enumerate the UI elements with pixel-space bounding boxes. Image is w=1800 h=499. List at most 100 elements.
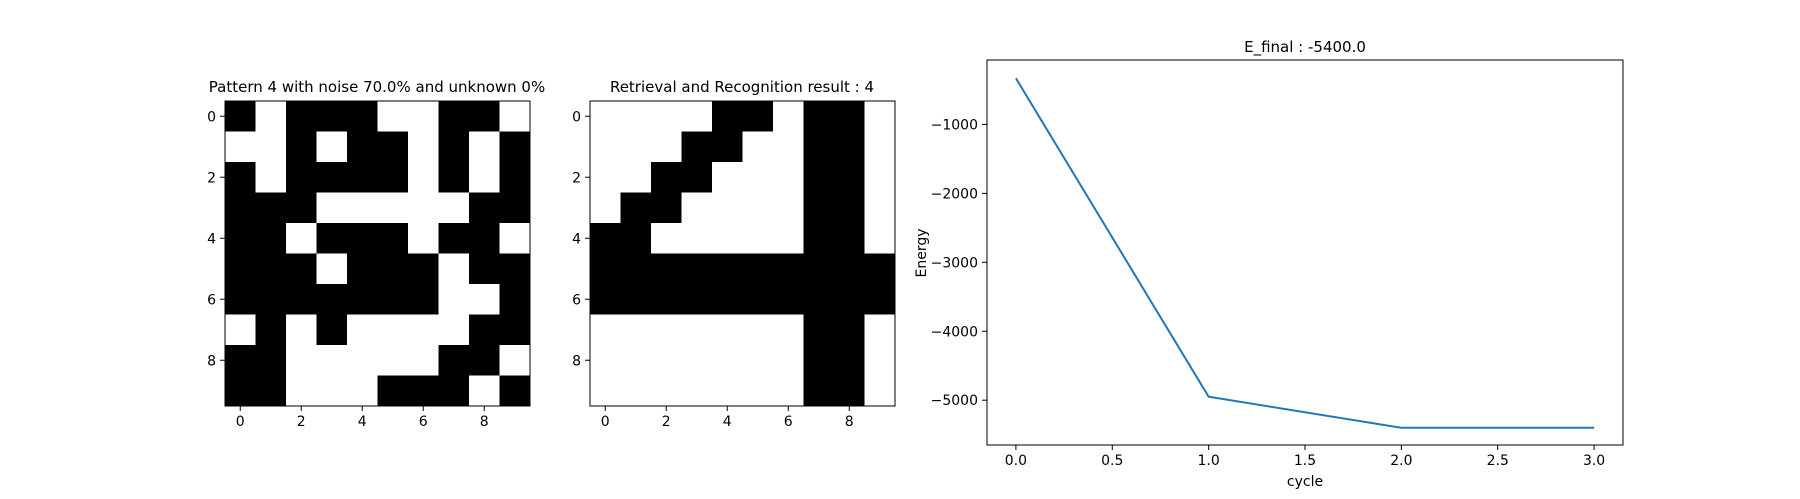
- noisy-pattern-frame: [224, 100, 531, 407]
- heatmap-cell: [469, 345, 500, 376]
- noisy-pattern-title: Pattern 4 with noise 70.0% and unknown 0…: [209, 78, 545, 96]
- y-tick-label: 2: [207, 170, 216, 186]
- x-tick-label: 1.0: [1198, 453, 1220, 469]
- heatmap-cell: [681, 223, 713, 254]
- heatmap-cell: [651, 101, 682, 132]
- heatmap-cell: [469, 375, 500, 407]
- heatmap-cell: [712, 131, 743, 163]
- heatmap-cell: [316, 284, 348, 315]
- y-tick-label: −2000: [931, 186, 978, 202]
- x-tick-label: 6: [784, 414, 793, 430]
- heatmap-cell: [316, 192, 348, 224]
- heatmap-cell: [773, 375, 804, 407]
- heatmap-cell: [377, 192, 409, 224]
- heatmap-cell: [651, 131, 682, 163]
- heatmap-cell: [834, 192, 865, 224]
- heatmap-cell: [864, 192, 896, 224]
- heatmap-cell: [255, 314, 287, 346]
- heatmap-cell: [316, 345, 348, 376]
- heatmap-cell: [255, 192, 287, 224]
- heatmap-cell: [469, 253, 500, 285]
- heatmap-cell: [377, 101, 409, 132]
- heatmap-cell: [590, 192, 621, 224]
- y-tick-label: 6: [207, 292, 216, 308]
- heatmap-cell: [408, 223, 439, 254]
- heatmap-cell: [347, 162, 378, 193]
- y-tick-label: 0: [207, 109, 216, 125]
- heatmap-cell: [773, 162, 804, 193]
- heatmap-cell: [225, 375, 256, 407]
- x-tick-label: 0: [601, 414, 610, 430]
- y-tick-label: −5000: [931, 393, 978, 409]
- heatmap-cell: [803, 192, 835, 224]
- heatmap-cell: [499, 314, 531, 346]
- heatmap-cell: [377, 223, 409, 254]
- heatmap-cell: [620, 345, 652, 376]
- energy-line: [1015, 77, 1595, 429]
- heatmap-cell: [377, 314, 409, 346]
- heatmap-cell: [590, 284, 621, 315]
- heatmap-cell: [834, 162, 865, 193]
- heatmap-cell: [347, 101, 378, 132]
- heatmap-cell: [225, 284, 256, 315]
- heatmap-cell: [712, 223, 743, 254]
- heatmap-cell: [590, 223, 621, 254]
- heatmap-cell: [834, 314, 865, 346]
- heatmap-cell: [286, 131, 317, 163]
- heatmap-cell: [316, 375, 348, 407]
- heatmap-cell: [651, 162, 682, 193]
- y-tick-label: 8: [572, 353, 581, 369]
- heatmap-cell: [408, 101, 439, 132]
- heatmap-cell: [316, 314, 348, 346]
- heatmap-cell: [864, 314, 896, 346]
- energy-x-axis-label: cycle: [1287, 474, 1323, 490]
- heatmap-cell: [377, 162, 409, 193]
- heatmap-cell: [620, 253, 652, 285]
- heatmap-cell: [681, 375, 713, 407]
- heatmap-cell: [742, 253, 774, 285]
- heatmap-cell: [438, 345, 470, 376]
- energy-y-ticks: −1000 −2000 −3000 −4000 −5000: [931, 117, 987, 409]
- y-tick-label: 8: [207, 353, 216, 369]
- heatmap-cell: [225, 314, 256, 346]
- heatmap-cell: [377, 375, 409, 407]
- heatmap-cell: [681, 345, 713, 376]
- heatmap-cell: [864, 345, 896, 376]
- heatmap-cell: [408, 314, 439, 346]
- heatmap-cell: [742, 162, 774, 193]
- heatmap-cell: [347, 314, 378, 346]
- heatmap-cell: [225, 101, 256, 132]
- energy-title: E_final : -5400.0: [1244, 38, 1366, 57]
- heatmap-cell: [590, 314, 621, 346]
- heatmap-cell: [864, 375, 896, 407]
- heatmap-cell: [712, 192, 743, 224]
- heatmap-cell: [651, 314, 682, 346]
- heatmap-cell: [255, 162, 287, 193]
- heatmap-cell: [651, 284, 682, 315]
- x-tick-label: 2.5: [1487, 453, 1509, 469]
- heatmap-cell: [864, 131, 896, 163]
- heatmap-cell: [499, 101, 531, 132]
- heatmap-cell: [773, 223, 804, 254]
- energy-panel: E_final : -5400.0 0.0 0.5 1.0 1.5 2.0 2.5 3.0 …: [914, 38, 1624, 490]
- heatmap-cell: [469, 101, 500, 132]
- heatmap-cell: [316, 223, 348, 254]
- heatmap-cell: [347, 253, 378, 285]
- heatmap-cell: [651, 223, 682, 254]
- energy-series: [1015, 77, 1595, 429]
- energy-frame: [986, 59, 1624, 446]
- heatmap-cell: [712, 284, 743, 315]
- heatmap-cell: [438, 101, 470, 132]
- x-tick-label: 6: [419, 414, 428, 430]
- heatmap-cell: [225, 223, 256, 254]
- heatmap-cell: [620, 284, 652, 315]
- heatmap-cell: [681, 162, 713, 193]
- heatmap-cell: [469, 223, 500, 254]
- heatmap-cell: [742, 131, 774, 163]
- heatmap-cell: [590, 131, 621, 163]
- heatmap-cell: [255, 345, 287, 376]
- heatmap-cell: [255, 284, 287, 315]
- heatmap-cell: [803, 131, 835, 163]
- heatmap-cell: [620, 314, 652, 346]
